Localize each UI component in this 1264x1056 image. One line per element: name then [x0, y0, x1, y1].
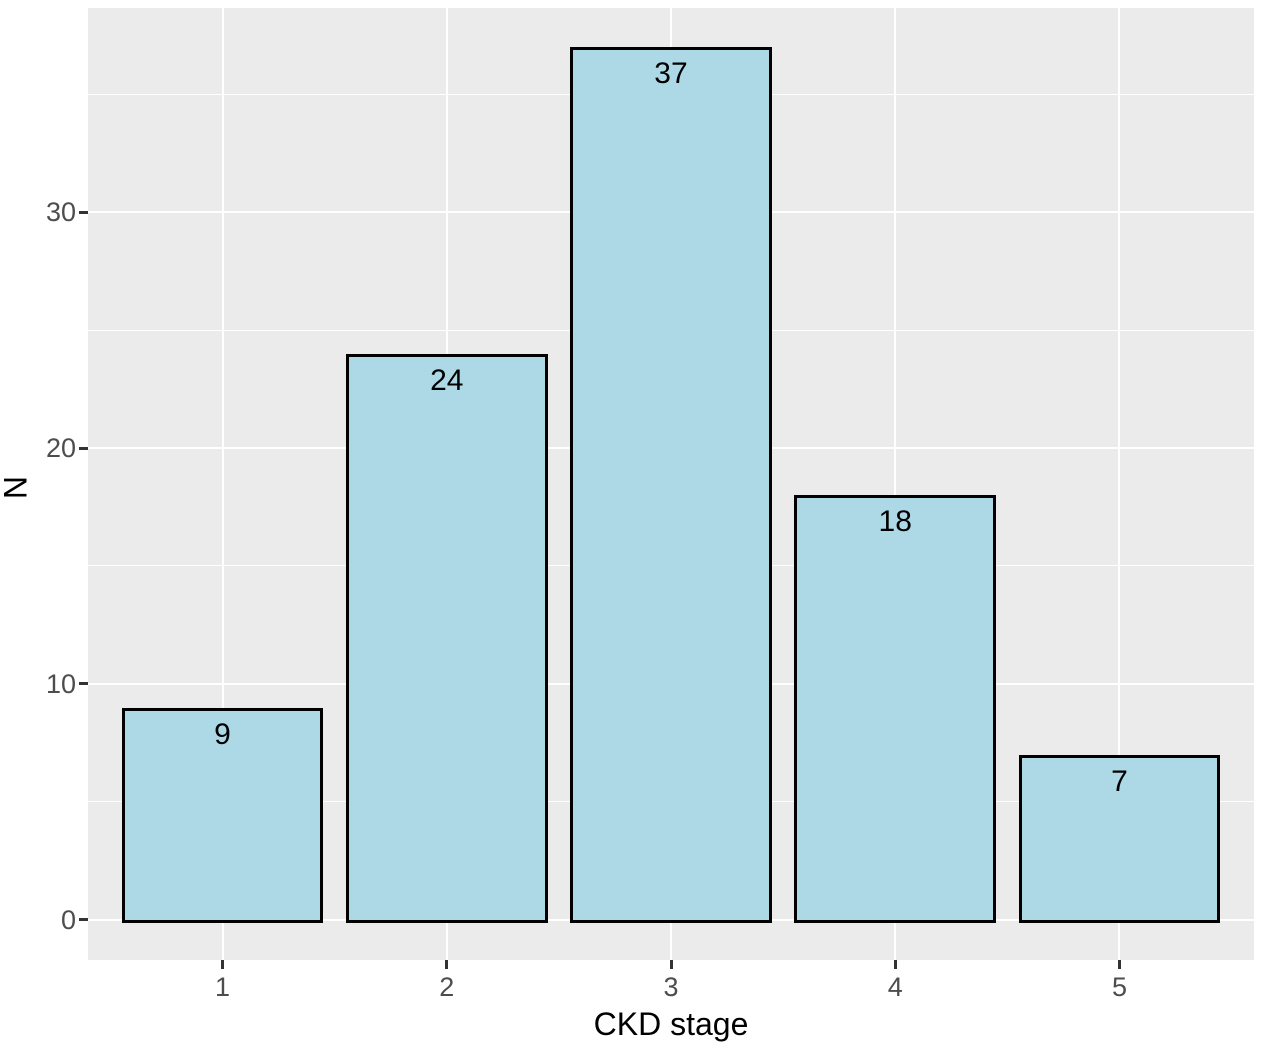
- bar-value-label: 37: [654, 56, 688, 90]
- bar-stage-5: [1018, 754, 1221, 923]
- y-axis-title: N: [0, 475, 34, 500]
- y-tick-label: 10: [45, 668, 76, 699]
- x-tick-label: 5: [1111, 972, 1127, 1002]
- x-tick-mark: [893, 960, 897, 969]
- x-tick-mark: [669, 960, 673, 969]
- gridline-x-major: [1118, 8, 1121, 960]
- bar-stage-2: [345, 353, 548, 923]
- bar-stage-1: [121, 707, 324, 923]
- bar-value-label: 24: [430, 363, 464, 397]
- y-tick-mark: [79, 918, 88, 922]
- x-tick-mark: [1117, 960, 1121, 969]
- gridline-x-major: [894, 8, 897, 960]
- y-tick-mark: [79, 446, 88, 450]
- bar-stage-3: [570, 46, 772, 923]
- x-tick-label: 2: [439, 972, 455, 1002]
- bar-value-label: 18: [878, 505, 912, 539]
- y-tick-label: 30: [45, 197, 76, 228]
- x-tick-label: 1: [215, 972, 231, 1002]
- plot-panel: 9 24 37 18 7: [88, 8, 1254, 960]
- x-tick-label: 4: [887, 972, 903, 1002]
- y-tick-label: 20: [45, 433, 76, 464]
- bar-stage-4: [794, 495, 997, 923]
- x-tick-mark: [221, 960, 225, 969]
- gridline-x-major: [221, 8, 224, 960]
- x-axis-title: CKD stage: [593, 1006, 749, 1042]
- y-tick-label: 0: [60, 904, 76, 935]
- x-tick-mark: [445, 960, 449, 969]
- x-tick-label: 3: [663, 972, 679, 1002]
- y-tick-mark: [79, 210, 88, 214]
- y-tick-mark: [79, 682, 88, 686]
- bar-value-label: 7: [1111, 764, 1128, 798]
- bar-value-label: 9: [214, 717, 231, 751]
